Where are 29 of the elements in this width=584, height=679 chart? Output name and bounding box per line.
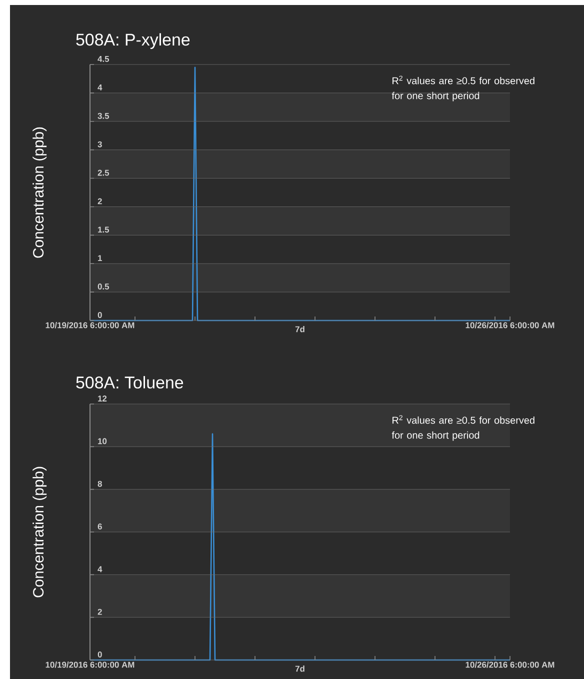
y-tick-label: 2.5: [98, 170, 110, 176]
y-tick-label: 4: [98, 566, 102, 572]
y-tick-label: 8: [98, 480, 102, 487]
annotation: R$^{2}$ values are ≥0.5 for observed for one short period: [392, 76, 534, 102]
x-axis-title: 7d: [295, 326, 304, 332]
y-tick-label: 3: [98, 141, 102, 148]
y-tick-label: 4: [98, 84, 102, 90]
y-tick-label: 12: [98, 396, 107, 402]
y-axis-title: Concentration (ppb): [32, 466, 47, 598]
y-tick-label: 2: [98, 608, 102, 615]
y-tick-label: 0: [98, 312, 102, 318]
y-tick-label: 10: [98, 438, 107, 444]
y-tick-label: 0: [98, 652, 102, 658]
y-tick-label: 1: [98, 255, 102, 262]
y-tick-label: 2: [98, 198, 102, 204]
x-axis-title: 7d: [295, 666, 304, 672]
y-tick-label: 3.5: [98, 112, 110, 119]
y-axis-title: Concentration (ppb): [32, 127, 47, 258]
x-tick-label: 10/19/2016 6:00:00 AM: [46, 322, 134, 328]
annotation: R$^{2}$ values are ≥0.5 for observed for one short period: [392, 415, 534, 441]
x-tick-label: 10/26/2016 6:00:00 AM: [466, 322, 554, 328]
x-tick-label: 10/19/2016 6:00:00 AM: [46, 662, 134, 668]
chart-title: 508A: P-xylene: [76, 33, 190, 49]
y-tick-label: 6: [98, 524, 102, 530]
y-tick-label: 4.5: [98, 56, 110, 62]
chart-title: 508A: Toluene: [76, 376, 184, 389]
y-tick-label: 0.5: [98, 284, 110, 290]
x-tick-label: 10/26/2016 6:00:00 AM: [466, 662, 554, 668]
y-tick-label: 1.5: [98, 226, 110, 233]
